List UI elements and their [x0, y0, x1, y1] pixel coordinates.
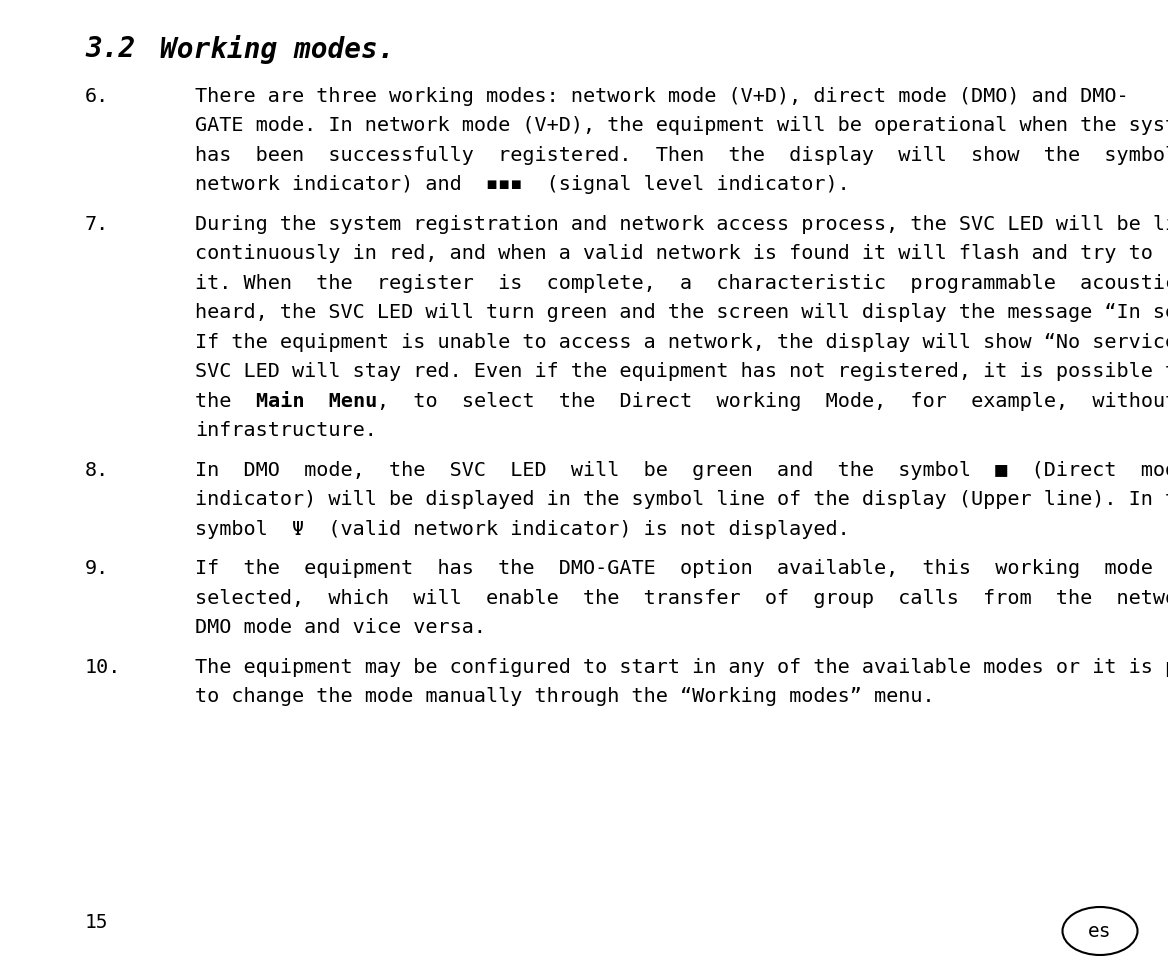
- Text: 15: 15: [85, 912, 109, 931]
- Text: selected,  which  will  enable  the  transfer  of  group  calls  from  the  netw: selected, which will enable the transfer…: [195, 588, 1168, 608]
- Text: There are three working modes: network mode (V+D), direct mode (DMO) and DMO-: There are three working modes: network m…: [195, 87, 1128, 106]
- Text: 7.: 7.: [85, 215, 110, 234]
- Text: 9.: 9.: [85, 559, 110, 578]
- Text: Main  Menu: Main Menu: [256, 391, 377, 411]
- Text: 3.2: 3.2: [85, 35, 135, 63]
- Text: During the system registration and network access process, the SVC LED will be l: During the system registration and netwo…: [195, 215, 1168, 234]
- Text: indicator) will be displayed in the symbol line of the display (Upper line). In : indicator) will be displayed in the symb…: [195, 490, 1168, 509]
- Text: symbol  Ψ  (valid network indicator) is not displayed.: symbol Ψ (valid network indicator) is no…: [195, 519, 850, 539]
- Text: In  DMO  mode,  the  SVC  LED  will  be  green  and  the  symbol  ■  (Direct  mo: In DMO mode, the SVC LED will be green a…: [195, 460, 1168, 480]
- Text: 10.: 10.: [85, 657, 121, 676]
- Text: continuously in red, and when a valid network is found it will flash and try to : continuously in red, and when a valid ne…: [195, 244, 1168, 264]
- Text: 8.: 8.: [85, 460, 110, 480]
- Text: ,  to  select  the  Direct  working  Mode,  for  example,  without  need  for: , to select the Direct working Mode, for…: [377, 391, 1168, 411]
- Text: the: the: [195, 391, 256, 411]
- Text: If the equipment is unable to access a network, the display will show “No servic: If the equipment is unable to access a n…: [195, 332, 1168, 352]
- Text: has  been  successfully  registered.  Then  the  display  will  show  the  symbo: has been successfully registered. Then t…: [195, 146, 1168, 165]
- Text: es: es: [1089, 922, 1112, 941]
- Text: heard, the SVC LED will turn green and the screen will display the message “In s: heard, the SVC LED will turn green and t…: [195, 303, 1168, 322]
- Text: GATE mode. In network mode (V+D), the equipment will be operational when the sys: GATE mode. In network mode (V+D), the eq…: [195, 116, 1168, 136]
- Text: The equipment may be configured to start in any of the available modes or it is : The equipment may be configured to start…: [195, 657, 1168, 676]
- Text: infrastructure.: infrastructure.: [195, 422, 377, 440]
- Text: to change the mode manually through the “Working modes” menu.: to change the mode manually through the …: [195, 687, 934, 705]
- Text: DMO mode and vice versa.: DMO mode and vice versa.: [195, 618, 486, 637]
- Text: 6.: 6.: [85, 87, 110, 106]
- Text: If  the  equipment  has  the  DMO-GATE  option  available,  this  working  mode : If the equipment has the DMO-GATE option…: [195, 559, 1168, 578]
- Text: Working modes.: Working modes.: [160, 35, 395, 64]
- Text: network indicator) and  ◾◾◾  (signal level indicator).: network indicator) and ◾◾◾ (signal level…: [195, 175, 850, 195]
- Text: SVC LED will stay red. Even if the equipment has not registered, it is possible : SVC LED will stay red. Even if the equip…: [195, 362, 1168, 381]
- Text: it. When  the  register  is  complete,  a  characteristic  programmable  acousti: it. When the register is complete, a cha…: [195, 273, 1168, 293]
